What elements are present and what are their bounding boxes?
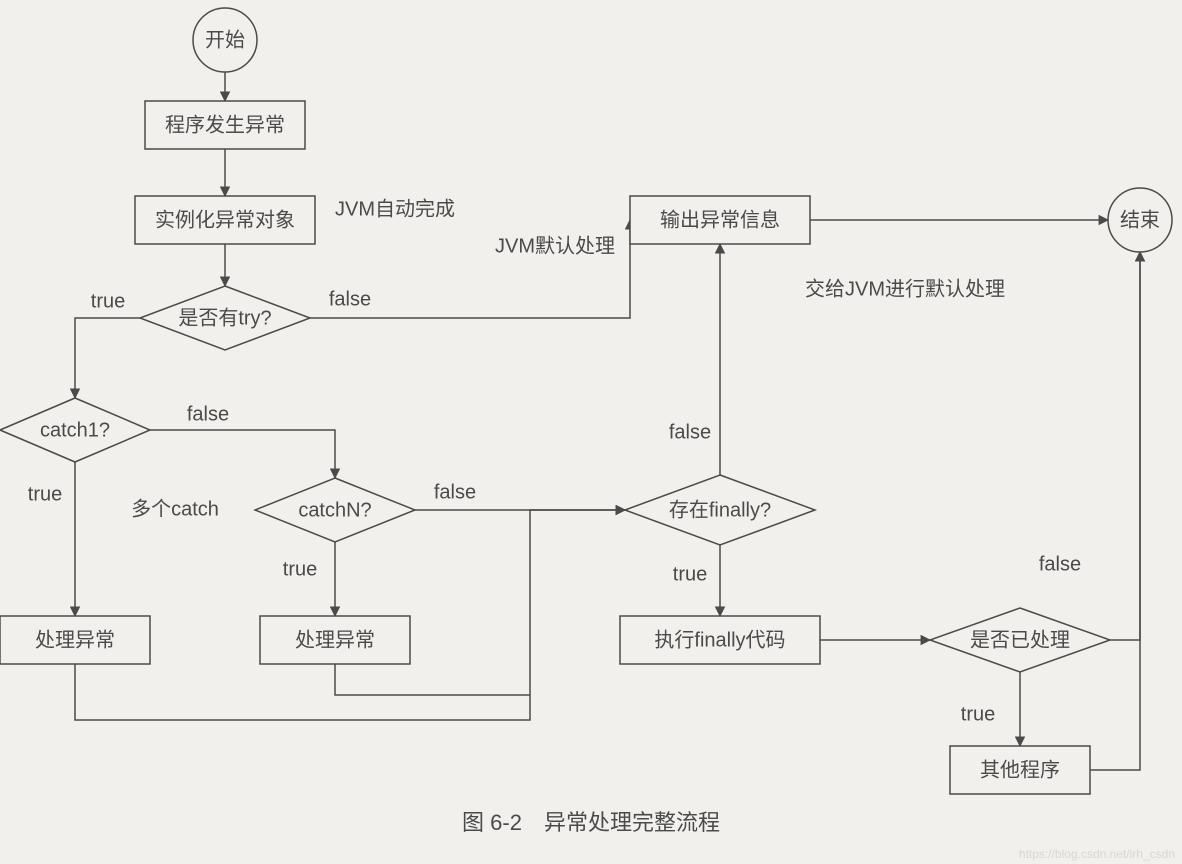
edge-label-e_fin_false-false: false [669, 421, 711, 443]
edge-e_other_end [1090, 252, 1140, 770]
node-end: 结束 [1108, 188, 1172, 252]
edge-label-e_try_false-jvm_default: JVM默认处理 [495, 234, 615, 257]
edge-e_h1_down [75, 510, 625, 720]
node-label-start: 开始 [205, 28, 245, 51]
flowchart-canvas: false JVM自动完成 JVM默认处理 true false 多个catch true t… [0, 0, 1182, 864]
node-label-exec_finally: 执行finally代码 [654, 628, 785, 651]
node-exc_occur: 程序发生异常 [145, 101, 305, 149]
node-instantiate: 实例化异常对象 [135, 196, 315, 244]
edge-label-e_cN_true-true: true [283, 558, 317, 580]
edge-label-e_c1_true-true: true [28, 483, 62, 505]
node-has_try: 是否有try? [140, 286, 310, 350]
node-catchN: catchN? [255, 478, 415, 542]
edge-e_fin_true: true [673, 545, 720, 616]
node-catch1: catch1? [0, 398, 150, 462]
node-handle1: 处理异常 [0, 616, 150, 664]
edge-label-e_try_true-true: true [91, 290, 125, 312]
node-label-has_try: 是否有try? [178, 306, 271, 329]
node-label-is_handled: 是否已处理 [970, 628, 1070, 651]
watermark: https://blog.csdn.net/lrh_csdn [1019, 847, 1175, 861]
edge-e_cN_true: true [283, 542, 335, 616]
caption: 图 6-2 异常处理完整流程 [462, 810, 720, 835]
node-label-handle1: 处理异常 [35, 628, 115, 651]
node-label-end: 结束 [1120, 208, 1160, 231]
edge-e_try_true: true [75, 290, 140, 398]
node-is_handled: 是否已处理 [930, 608, 1110, 672]
node-handleN: 处理异常 [260, 616, 410, 664]
node-output_info: 输出异常信息 [630, 196, 810, 244]
edge-label-e_try_false-jvm_auto: JVM自动完成 [335, 197, 455, 220]
node-has_finally: 存在finally? [625, 475, 815, 545]
node-label-other_prog: 其他程序 [980, 758, 1060, 781]
edge-e_c1_true: true [28, 462, 75, 616]
node-label-catch1: catch1? [40, 419, 110, 441]
node-label-handleN: 处理异常 [295, 628, 375, 651]
edge-label-e_fin_true-true: true [673, 563, 707, 585]
edge-label-e_hand_false-false: false [1039, 553, 1081, 575]
node-label-output_info: 输出异常信息 [660, 208, 780, 231]
edge-e_cN_false: false [415, 481, 625, 510]
node-label-exc_occur: 程序发生异常 [165, 113, 285, 136]
edge-label-e_c1_false-multi_catch: 多个catch [131, 497, 219, 520]
edge-e_fin_false: false 交给JVM进行默认处理 [669, 244, 1005, 475]
node-label-instantiate: 实例化异常对象 [155, 208, 295, 231]
node-exec_finally: 执行finally代码 [620, 616, 820, 664]
edge-label-e_c1_false-false: false [187, 403, 229, 425]
node-start: 开始 [193, 8, 257, 72]
edge-e_hN_down [335, 664, 530, 695]
edge-label-e_try_false-false: false [329, 288, 371, 310]
edge-label-e_fin_false-to_jvm: 交给JVM进行默认处理 [805, 277, 1005, 300]
node-label-catchN: catchN? [298, 499, 371, 521]
edge-e_hand_true: true [961, 672, 1020, 746]
edge-e_hand_false: false [1039, 252, 1140, 640]
edge-e_try_false: false JVM自动完成 JVM默认处理 [310, 197, 630, 318]
node-label-has_finally: 存在finally? [669, 498, 771, 521]
node-other_prog: 其他程序 [950, 746, 1090, 794]
edge-label-e_hand_true-true: true [961, 703, 995, 725]
edge-label-e_cN_false-false: false [434, 481, 476, 503]
